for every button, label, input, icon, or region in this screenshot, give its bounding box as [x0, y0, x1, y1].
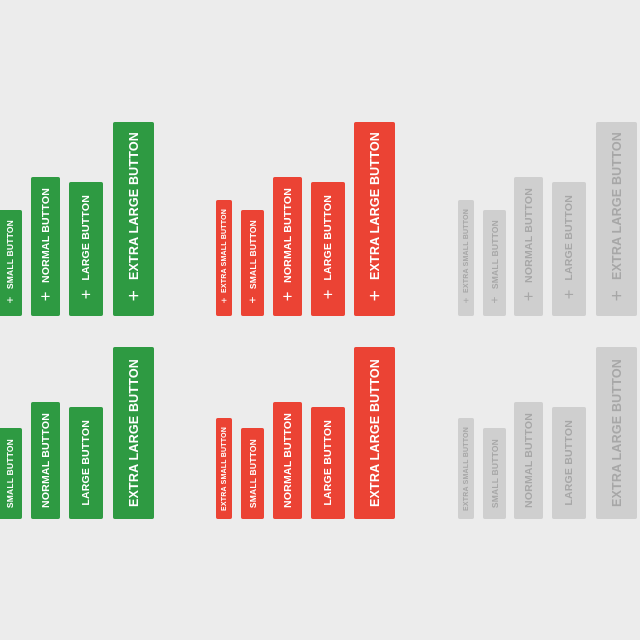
green-small-button-with-icon[interactable]: + SMALL BUTTON	[0, 210, 22, 316]
plus-icon: +	[368, 286, 381, 308]
green-large-button[interactable]: LARGE BUTTON	[69, 407, 103, 519]
plus-icon: +	[610, 286, 623, 308]
plus-icon: +	[523, 287, 534, 307]
button-label: SMALL BUTTON	[247, 219, 258, 290]
button-label: NORMAL BUTTON	[522, 187, 535, 283]
button-label: LARGE BUTTON	[563, 420, 575, 506]
button-label: SMALL BUTTON	[489, 219, 500, 290]
button-label: NORMAL BUTTON	[522, 413, 535, 508]
button-label: EXTRA LARGE BUTTON	[126, 131, 141, 281]
button-label: LARGE BUTTON	[563, 194, 575, 281]
button-label: LARGE BUTTON	[322, 194, 334, 281]
button-label: NORMAL BUTTON	[281, 413, 294, 508]
button-label: EXTRA LARGE BUTTON	[609, 131, 624, 281]
button-label: EXTRA LARGE BUTTON	[367, 131, 382, 281]
button-label: EXTRA LARGE BUTTON	[126, 358, 141, 508]
red-normal-button[interactable]: NORMAL BUTTON	[273, 402, 302, 519]
plus-icon: +	[564, 285, 574, 305]
red-normal-button-with-icon[interactable]: + NORMAL BUTTON	[273, 177, 302, 316]
plus-icon: +	[6, 293, 14, 308]
green-small-button[interactable]: SMALL BUTTON	[0, 428, 22, 519]
green-extra-large-button[interactable]: EXTRA LARGE BUTTON	[113, 347, 154, 519]
red-extra-large-button-with-icon[interactable]: + EXTRA LARGE BUTTON	[354, 122, 395, 316]
plus-icon: +	[490, 293, 498, 308]
disabled-normal-button-with-icon: + NORMAL BUTTON	[514, 177, 543, 316]
disabled-extra-large-button: EXTRA LARGE BUTTON	[596, 347, 637, 519]
red-extra-small-button-with-icon[interactable]: + EXTRA SMALL BUTTON	[216, 200, 232, 316]
red-extra-large-button[interactable]: EXTRA LARGE BUTTON	[354, 347, 395, 519]
button-label: SMALL BUTTON	[5, 219, 15, 290]
disabled-large-button-with-icon: + LARGE BUTTON	[552, 182, 586, 316]
green-large-button-with-icon[interactable]: + LARGE BUTTON	[69, 182, 103, 316]
button-label: SMALL BUTTON	[5, 438, 15, 509]
plus-icon: +	[282, 287, 293, 307]
disabled-large-button: LARGE BUTTON	[552, 407, 586, 519]
disabled-small-button: SMALL BUTTON	[483, 428, 506, 519]
button-label: NORMAL BUTTON	[39, 413, 52, 508]
button-label: EXTRA LARGE BUTTON	[367, 358, 382, 508]
button-label: EXTRA SMALL BUTTON	[220, 426, 228, 511]
disabled-extra-small-button: EXTRA SMALL BUTTON	[458, 418, 474, 519]
red-small-button-with-icon[interactable]: + SMALL BUTTON	[241, 210, 264, 316]
red-small-button[interactable]: SMALL BUTTON	[241, 428, 264, 519]
button-label: EXTRA SMALL BUTTON	[462, 209, 470, 293]
plus-icon: +	[81, 285, 91, 305]
red-large-button-with-icon[interactable]: + LARGE BUTTON	[311, 182, 345, 316]
button-label: SMALL BUTTON	[247, 438, 258, 509]
disabled-extra-small-button-with-icon: + EXTRA SMALL BUTTON	[458, 200, 474, 316]
plus-icon: +	[323, 285, 333, 305]
button-label: LARGE BUTTON	[80, 194, 92, 281]
button-label: NORMAL BUTTON	[281, 187, 294, 283]
disabled-small-button-with-icon: + SMALL BUTTON	[483, 210, 506, 316]
green-extra-large-button-with-icon[interactable]: + EXTRA LARGE BUTTON	[113, 122, 154, 316]
button-label: LARGE BUTTON	[322, 420, 334, 506]
red-extra-small-button[interactable]: EXTRA SMALL BUTTON	[216, 418, 232, 519]
button-label: EXTRA LARGE BUTTON	[609, 358, 624, 508]
green-normal-button-with-icon[interactable]: + NORMAL BUTTON	[31, 177, 60, 316]
red-large-button[interactable]: LARGE BUTTON	[311, 407, 345, 519]
button-label: LARGE BUTTON	[80, 420, 92, 506]
plus-icon: +	[221, 295, 227, 307]
plus-icon: +	[127, 286, 140, 308]
plus-icon: +	[248, 293, 256, 308]
button-label: EXTRA SMALL BUTTON	[462, 426, 470, 511]
disabled-normal-button: NORMAL BUTTON	[514, 402, 543, 519]
plus-icon: +	[463, 295, 469, 307]
disabled-extra-large-button-with-icon: + EXTRA LARGE BUTTON	[596, 122, 637, 316]
button-label: EXTRA SMALL BUTTON	[220, 209, 228, 293]
button-label: NORMAL BUTTON	[39, 187, 52, 283]
plus-icon: +	[40, 287, 51, 307]
green-normal-button[interactable]: NORMAL BUTTON	[31, 402, 60, 519]
button-label: SMALL BUTTON	[489, 438, 500, 509]
